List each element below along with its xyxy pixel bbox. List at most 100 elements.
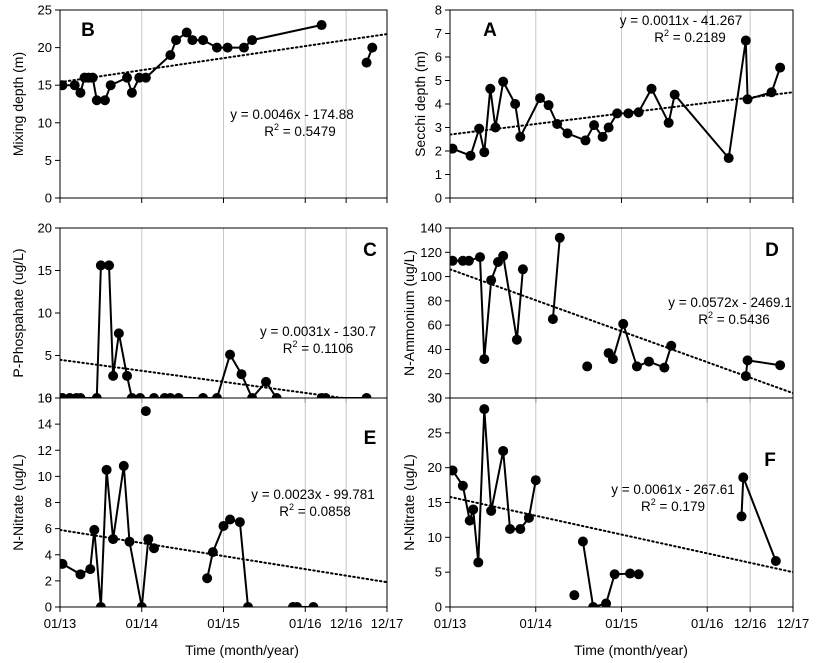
data-point xyxy=(225,349,236,360)
data-point xyxy=(207,547,218,558)
data-point xyxy=(316,20,327,31)
data-point xyxy=(165,393,176,398)
y-tick-label: 1 xyxy=(435,167,442,182)
series-line xyxy=(62,264,278,398)
y-tick-label: 5 xyxy=(45,348,52,363)
data-point xyxy=(505,523,516,534)
data-point xyxy=(577,536,588,547)
r-squared: R2 = 0.1106 xyxy=(283,339,353,356)
x-tick-label: 12/16 xyxy=(330,616,363,631)
r-squared-exponent: 2 xyxy=(293,339,298,349)
data-point xyxy=(271,393,282,398)
y-tick-label: 20 xyxy=(38,221,52,236)
series-line xyxy=(452,40,782,161)
data-point xyxy=(498,76,509,87)
y-tick-label: 10 xyxy=(38,115,52,130)
data-point xyxy=(60,80,68,91)
data-point xyxy=(740,35,751,46)
data-point xyxy=(118,460,129,471)
data-area xyxy=(450,404,793,607)
data-point xyxy=(361,57,372,68)
regression-equation: y = 0.0031x - 130.7 xyxy=(260,324,376,339)
data-area xyxy=(450,35,793,164)
data-point xyxy=(122,370,133,381)
data-point xyxy=(631,361,642,372)
y-tick-label: 25 xyxy=(38,3,52,18)
data-point xyxy=(361,393,372,398)
data-point xyxy=(530,475,541,486)
data-point xyxy=(486,275,497,286)
r-squared-exponent: 2 xyxy=(651,497,656,507)
data-point xyxy=(450,143,458,154)
trend-line xyxy=(450,495,793,574)
y-tick-label: 5 xyxy=(45,153,52,168)
data-point xyxy=(87,72,98,83)
y-tick-label: 25 xyxy=(428,425,442,440)
data-point xyxy=(91,393,102,398)
y-tick-label: 80 xyxy=(428,293,442,308)
y-tick-label: 8 xyxy=(435,3,442,18)
y-tick-label: 5 xyxy=(435,565,442,580)
data-point xyxy=(612,108,623,119)
y-axis-title: Secchi depth (m) xyxy=(412,51,428,157)
y-tick-label: 0 xyxy=(435,391,442,406)
y-axis-title: Mixing depth (m) xyxy=(10,52,26,156)
data-point xyxy=(547,314,558,325)
x-axis-title-right: Time (month/year) xyxy=(574,642,688,658)
data-point xyxy=(135,393,146,398)
data-point xyxy=(95,602,106,607)
data-point xyxy=(738,472,749,483)
data-point xyxy=(104,260,115,271)
data-point xyxy=(202,573,213,584)
data-point xyxy=(486,505,497,516)
data-point xyxy=(108,370,119,381)
data-point xyxy=(60,558,68,569)
series-line xyxy=(61,465,155,607)
data-point xyxy=(89,524,100,535)
data-point xyxy=(140,72,151,83)
y-tick-label: 10 xyxy=(38,469,52,484)
data-point xyxy=(91,95,102,106)
y-tick-label: 6 xyxy=(45,521,52,536)
r-squared-symbol: R xyxy=(654,30,664,45)
data-point xyxy=(766,87,777,98)
x-tick-label: 01/15 xyxy=(207,616,240,631)
data-point xyxy=(85,564,96,575)
y-tick-label: 12 xyxy=(38,443,52,458)
y-tick-label: 20 xyxy=(428,366,442,381)
panel-label: B xyxy=(81,20,95,41)
data-point xyxy=(225,514,236,525)
panel-label: A xyxy=(483,20,497,41)
r-squared-symbol: R xyxy=(698,312,708,327)
data-point xyxy=(69,80,80,91)
data-point xyxy=(607,354,618,365)
data-point xyxy=(510,99,521,109)
data-point xyxy=(498,250,509,261)
data-point xyxy=(775,360,786,371)
data-point xyxy=(211,42,222,53)
data-point xyxy=(663,117,674,128)
data-point xyxy=(775,62,786,73)
data-point xyxy=(126,393,137,398)
data-point xyxy=(75,393,86,398)
regression-equation: y = 0.0572x - 2469.1 xyxy=(668,295,791,310)
r-squared-exponent: 2 xyxy=(289,502,294,512)
data-point xyxy=(367,42,378,53)
x-axis-title-left: Time (month/year) xyxy=(185,642,299,658)
y-tick-label: 2 xyxy=(45,573,52,588)
y-axis-title: P-Phospahate (ug/L) xyxy=(10,248,26,377)
data-point xyxy=(589,120,600,131)
data-point xyxy=(95,260,106,271)
y-axis-title: N-Ammonium (ug/L) xyxy=(401,250,417,376)
data-point xyxy=(515,131,526,142)
data-point xyxy=(511,334,522,345)
r-squared: R2 = 0.2189 xyxy=(654,28,725,45)
regression-equation: y = 0.0023x - 99.781 xyxy=(251,487,374,502)
panel-e: 0 2 4 6 8 10 12 14 16 01/13 01/14 01/15 01/16 12/16 12… xyxy=(10,391,403,632)
data-point xyxy=(669,89,680,100)
y-tick-label: 60 xyxy=(428,318,442,333)
data-point xyxy=(603,122,614,133)
data-point xyxy=(320,393,331,398)
data-point xyxy=(234,517,245,528)
data-point xyxy=(468,504,479,515)
